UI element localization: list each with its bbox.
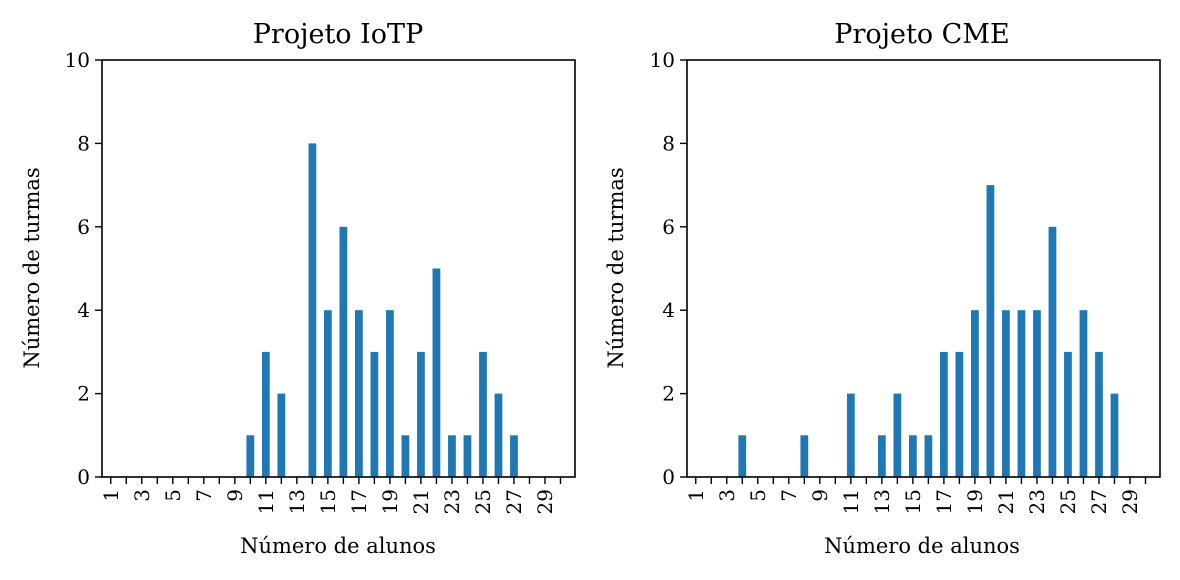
bar-28 — [1110, 393, 1119, 477]
y-tick-label: 6 — [662, 215, 675, 239]
y-axis-label: Número de turmas — [20, 167, 44, 368]
bar-14 — [893, 393, 902, 477]
bar-25 — [1064, 351, 1072, 477]
bar-13 — [877, 435, 886, 477]
x-axis-label: Número de alunos — [240, 534, 436, 558]
x-tick-label: 13 — [870, 489, 894, 514]
bar-27 — [510, 435, 518, 477]
x-tick-label: 15 — [901, 489, 925, 514]
y-tick-label: 10 — [65, 48, 90, 72]
x-ticks-group: 1 3 5 7 9 11 13 15 17 19 21 23 25 27 29 — [684, 477, 1147, 514]
y-tick-label: 4 — [77, 298, 90, 322]
bar-19 — [971, 310, 979, 477]
bar-24 — [1048, 226, 1057, 477]
bar-22 — [432, 268, 441, 477]
bar-15 — [908, 435, 917, 477]
bar-27 — [1095, 351, 1103, 477]
axes-frame — [101, 59, 576, 478]
x-tick-label: 21 — [994, 489, 1018, 514]
y-tick-label: 8 — [662, 131, 675, 155]
chart-title: Projeto IoTP — [253, 19, 423, 50]
x-tick-label: 11 — [254, 489, 278, 514]
x-tick-label: 21 — [409, 489, 433, 514]
x-tick-label: 23 — [440, 489, 464, 514]
x-tick-label: 15 — [316, 489, 340, 514]
x-tick-label: 27 — [1087, 489, 1111, 514]
bar-8 — [800, 435, 809, 477]
x-tick-label: 23 — [1025, 489, 1049, 514]
bar-14 — [308, 143, 317, 477]
bar-22 — [1017, 310, 1026, 477]
bar-25 — [479, 351, 487, 477]
chart-title: Projeto CME — [834, 19, 1009, 50]
bar-19 — [386, 310, 394, 477]
y-ticks-group: 0 2 4 6 8 10 — [650, 48, 687, 489]
bar-20 — [986, 185, 995, 477]
x-tick-label: 25 — [1056, 489, 1080, 514]
y-tick-label: 4 — [662, 298, 675, 322]
x-tick-label: 29 — [1118, 489, 1142, 514]
x-tick-label: 17 — [347, 489, 371, 514]
x-tick-label: 27 — [502, 489, 526, 514]
bar-16 — [339, 226, 348, 477]
x-tick-label: 25 — [471, 489, 495, 514]
y-tick-label: 0 — [77, 465, 90, 489]
x-tick-label: 11 — [839, 489, 863, 514]
y-tick-label: 10 — [650, 48, 675, 72]
y-tick-label: 8 — [77, 131, 90, 155]
x-tick-label: 13 — [285, 489, 309, 514]
x-ticks-group: 1 3 5 7 9 11 13 15 17 19 21 23 25 27 29 — [99, 477, 562, 514]
bar-17 — [355, 310, 363, 477]
y-tick-label: 2 — [77, 382, 90, 406]
bar-15 — [323, 310, 332, 477]
bar-11 — [261, 351, 270, 477]
bar-21 — [417, 351, 425, 477]
bars-group — [246, 143, 518, 477]
x-tick-label: 19 — [963, 489, 987, 514]
x-tick-label: 17 — [932, 489, 956, 514]
bar-26 — [1079, 310, 1088, 477]
axes-frame — [686, 59, 1161, 478]
x-axis-label: Número de alunos — [824, 534, 1020, 558]
x-tick-label: 7 — [192, 489, 216, 502]
bar-16 — [924, 435, 933, 477]
chart-panel-iotp: Projeto IoTP Número de alunos Número de … — [20, 19, 576, 558]
x-tick-label: 7 — [777, 489, 801, 502]
x-tick-label: 19 — [378, 489, 402, 514]
bar-18 — [955, 351, 964, 477]
bars-group — [738, 185, 1119, 477]
y-ticks-group: 0 2 4 6 8 10 — [65, 48, 102, 489]
x-tick-label: 1 — [99, 489, 123, 502]
y-tick-label: 6 — [77, 215, 90, 239]
x-tick-label: 9 — [223, 489, 247, 502]
x-tick-label: 29 — [533, 489, 557, 514]
chart-panel-cme: Projeto CME Número de alunos Número de t… — [604, 19, 1161, 558]
y-axis-label: Número de turmas — [604, 167, 628, 368]
bar-12 — [277, 393, 286, 477]
x-tick-label: 3 — [715, 489, 739, 502]
bar-10 — [246, 435, 255, 477]
bar-11 — [846, 393, 855, 477]
x-tick-label: 9 — [808, 489, 832, 502]
bar-18 — [370, 351, 379, 477]
bar-23 — [448, 435, 456, 477]
bar-24 — [463, 435, 472, 477]
bar-21 — [1002, 310, 1010, 477]
bar-20 — [401, 435, 410, 477]
x-tick-label: 1 — [684, 489, 708, 502]
x-tick-label: 3 — [130, 489, 154, 502]
bar-26 — [494, 393, 503, 477]
bar-23 — [1033, 310, 1041, 477]
y-tick-label: 2 — [662, 382, 675, 406]
bar-17 — [940, 351, 948, 477]
x-tick-label: 5 — [746, 489, 770, 502]
bar-4 — [738, 435, 747, 477]
x-tick-label: 5 — [161, 489, 185, 502]
y-tick-label: 0 — [662, 465, 675, 489]
